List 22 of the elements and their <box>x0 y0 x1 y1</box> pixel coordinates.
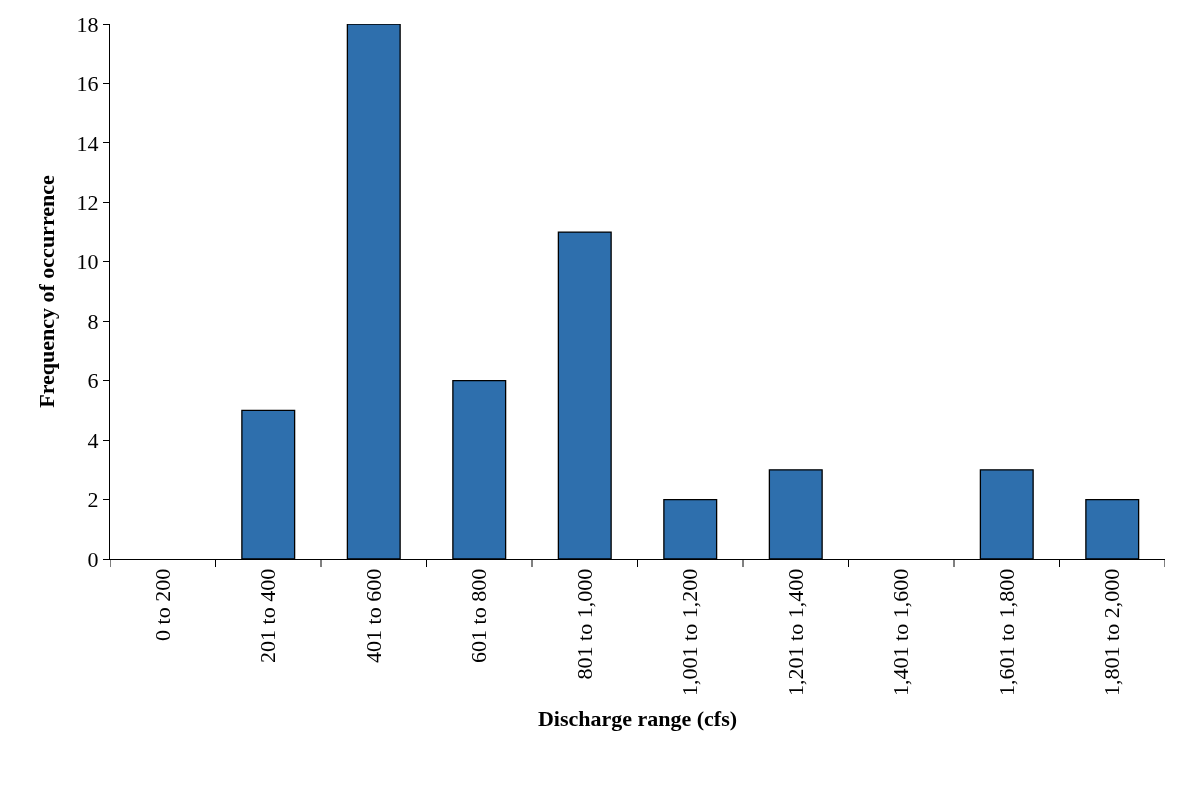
x-tick-label: 801 to 1,000 <box>571 568 597 680</box>
y-tick-label: 6 <box>87 368 99 394</box>
x-tick-label: 0 to 200 <box>149 568 175 641</box>
x-tick-label: 201 to 400 <box>255 568 281 663</box>
y-tick-label: 2 <box>87 487 99 513</box>
y-tick-label: 4 <box>87 427 99 453</box>
x-tick-label: 1,401 to 1,600 <box>888 568 914 696</box>
y-tick-label: 8 <box>87 308 99 334</box>
x-tick-label: 401 to 600 <box>360 568 386 663</box>
y-tick-label: 14 <box>76 130 99 156</box>
y-tick-label: 18 <box>76 11 99 37</box>
x-tick-label: 1,001 to 1,200 <box>677 568 703 696</box>
y-axis-title: Frequency of occurrence <box>34 174 60 408</box>
x-axis-title: Discharge range (cfs) <box>537 705 738 731</box>
y-tick-label: 10 <box>76 249 99 275</box>
y-tick-label: 12 <box>76 190 99 216</box>
x-tick-label: 601 to 800 <box>466 568 492 663</box>
x-tick-label: 1,201 to 1,400 <box>782 568 808 696</box>
x-tick-label: 1,601 to 1,800 <box>993 568 1019 696</box>
y-tick-label: 0 <box>87 546 99 572</box>
x-tick-label: 1,801 to 2,000 <box>1099 568 1125 696</box>
y-tick-label: 16 <box>76 71 99 97</box>
